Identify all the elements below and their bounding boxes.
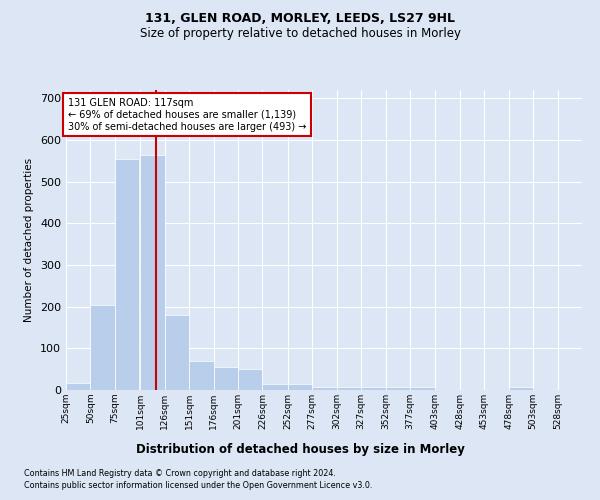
Bar: [509, 386, 533, 390]
Bar: [337, 386, 361, 390]
Bar: [238, 369, 262, 390]
Text: Contains public sector information licensed under the Open Government Licence v3: Contains public sector information licen…: [24, 481, 373, 490]
Bar: [189, 361, 214, 390]
Bar: [262, 384, 288, 390]
Bar: [165, 315, 189, 390]
Bar: [66, 382, 91, 390]
Bar: [115, 159, 139, 390]
Bar: [91, 304, 115, 390]
Bar: [361, 386, 386, 390]
Text: Contains HM Land Registry data © Crown copyright and database right 2024.: Contains HM Land Registry data © Crown c…: [24, 468, 336, 477]
Bar: [140, 154, 165, 390]
Bar: [410, 386, 436, 390]
Bar: [288, 384, 312, 390]
Bar: [214, 367, 238, 390]
Text: 131 GLEN ROAD: 117sqm
← 69% of detached houses are smaller (1,139)
30% of semi-d: 131 GLEN ROAD: 117sqm ← 69% of detached …: [68, 98, 307, 132]
Text: 131, GLEN ROAD, MORLEY, LEEDS, LS27 9HL: 131, GLEN ROAD, MORLEY, LEEDS, LS27 9HL: [145, 12, 455, 26]
Y-axis label: Number of detached properties: Number of detached properties: [25, 158, 34, 322]
Bar: [386, 386, 410, 390]
Bar: [312, 386, 337, 390]
Text: Distribution of detached houses by size in Morley: Distribution of detached houses by size …: [136, 442, 464, 456]
Text: Size of property relative to detached houses in Morley: Size of property relative to detached ho…: [139, 28, 461, 40]
